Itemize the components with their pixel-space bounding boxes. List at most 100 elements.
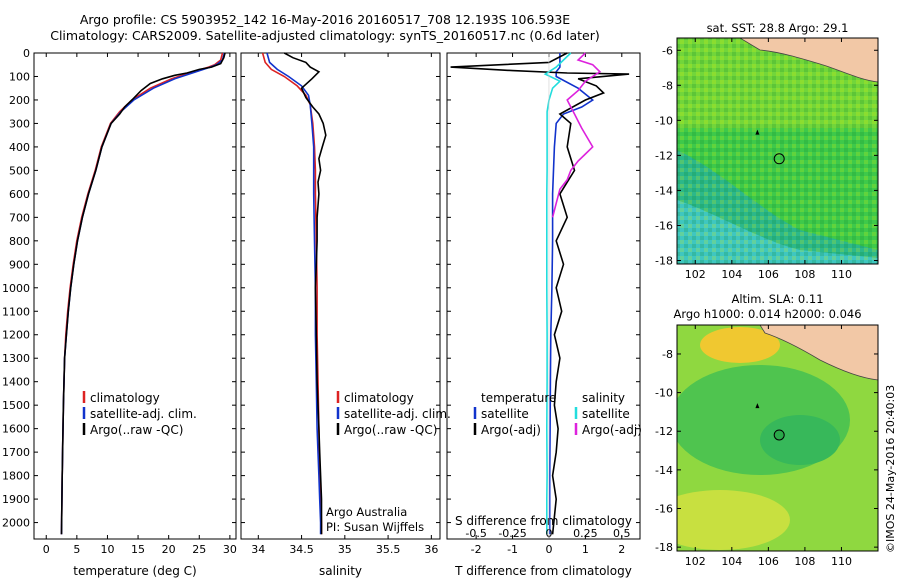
temperature-legend-entry: climatology	[90, 391, 160, 405]
temperature-ytick-label: 1900	[2, 493, 30, 506]
temperature-ytick-label: 1800	[2, 470, 30, 483]
sst-map-profile-marker	[773, 153, 785, 165]
temperature-ytick-label: 200	[9, 94, 30, 107]
difference-xlabel-top: S difference from climatology	[455, 514, 632, 528]
salinity-series-line	[283, 52, 327, 535]
sla-map-xtick-label: 110	[831, 555, 852, 568]
difference-xtick-label: -2	[471, 543, 482, 556]
salinity-xtick-label: 36	[424, 543, 438, 556]
sst-map-ytick-label: -14	[655, 184, 673, 197]
difference-xtick-top-label: 0.25	[573, 527, 598, 540]
sla-map-ytick-label: -10	[655, 387, 673, 400]
salinity-annotation: PI: Susan Wijffels	[326, 520, 424, 534]
temperature-xtick-label: 0	[43, 543, 50, 556]
sst-map-ytick-label: -12	[655, 149, 673, 162]
difference-xtick-top-label: -0.25	[498, 527, 526, 540]
difference-legend-entry: satellite	[582, 407, 630, 421]
temperature-ytick-label: 2000	[2, 517, 30, 530]
sla-map-ytick-label: -18	[655, 541, 673, 554]
sst-map-ytick-label: -6	[662, 44, 673, 57]
temperature-ytick-label: 1200	[2, 329, 30, 342]
temperature-ytick-label: 1600	[2, 423, 30, 436]
temperature-ytick-label: 1000	[2, 282, 30, 295]
temperature-ytick-label: 500	[9, 164, 30, 177]
sla-map-track-marker	[755, 403, 760, 409]
temperature-xtick-label: 25	[192, 543, 206, 556]
sst-map-ytick-label: -18	[655, 254, 673, 267]
sst-map-ytick-label: -10	[655, 114, 673, 127]
salinity-legend-entry: climatology	[344, 391, 414, 405]
sla-map-xtick-label: 106	[758, 555, 779, 568]
temperature-frame	[33, 52, 237, 540]
temperature-ytick-label: 1300	[2, 352, 30, 365]
sla-map-ytick-label: -12	[655, 425, 673, 438]
temperature-ytick-label: 1500	[2, 399, 30, 412]
sst-map-xtick-label: 108	[794, 268, 815, 281]
temperature-ytick-label: 0	[23, 47, 30, 60]
difference-xtick-label: 1	[582, 543, 589, 556]
difference-xtick-label: 2	[618, 543, 625, 556]
temperature-ytick-label: 300	[9, 117, 30, 130]
sla-map-xtick-label: 104	[721, 555, 742, 568]
charts-layer: 0 5 10 15 20 25 300100200300400500600700800900…	[2, 21, 879, 578]
difference-legend-entry: Argo(-adj)	[481, 423, 541, 437]
sst-map-xtick-label: 106	[758, 268, 779, 281]
salinity-series-line	[266, 52, 322, 535]
difference-legend-title: salinity	[582, 391, 625, 405]
difference-series-line	[543, 52, 572, 535]
sla-map-frame	[676, 324, 879, 552]
sla-map-ytick-label: -16	[655, 503, 673, 516]
temperature-xtick-label: 15	[131, 543, 145, 556]
sla-map-xtick-label: 102	[685, 555, 706, 568]
sst-map-frame	[676, 37, 879, 265]
temperature-ytick-label: 1100	[2, 305, 30, 318]
sst-map-ytick-label: -8	[662, 79, 673, 92]
salinity-xtick-label: 34.5	[289, 543, 314, 556]
sla-map-profile-marker	[773, 429, 785, 441]
difference-series-line	[450, 52, 630, 535]
salinity-frame	[240, 52, 441, 540]
salinity-xtick-label: 35.5	[376, 543, 401, 556]
temperature-series-line	[60, 52, 224, 535]
sla-map-title: Altim. SLA: 0.11	[731, 292, 823, 306]
sst-map-ytick-label: -16	[655, 219, 673, 232]
temperature-ytick-label: 700	[9, 211, 30, 224]
temperature-xtick-label: 5	[73, 543, 80, 556]
temperature-series-line	[60, 52, 226, 535]
temperature-ytick-label: 600	[9, 188, 30, 201]
header-line-1: Argo profile: CS 5903952_142 16-May-2016…	[80, 12, 570, 27]
temperature-xlabel: temperature (deg C)	[73, 564, 196, 578]
salinity-xlabel: salinity	[319, 564, 362, 578]
temperature-ytick-label: 100	[9, 70, 30, 83]
sla-map-ytick-label: -8	[662, 348, 673, 361]
salinity-xtick-label: 34	[251, 543, 265, 556]
salinity-annotation: Argo Australia	[326, 505, 407, 519]
difference-legend-entry: Argo(-adj)	[582, 423, 642, 437]
difference-xtick-label: 0	[545, 543, 552, 556]
credit-label: ©IMOS 24-May-2016 20:40:03	[884, 385, 897, 553]
difference-frame	[446, 52, 641, 540]
sst-map-xtick-label: 102	[685, 268, 706, 281]
difference-legend-entry: satellite	[481, 407, 529, 421]
salinity-xtick-label: 35	[338, 543, 352, 556]
temperature-ytick-label: 400	[9, 141, 30, 154]
temperature-legend-entry: satellite-adj. clim.	[90, 407, 197, 421]
sla-map-xtick-label: 108	[794, 555, 815, 568]
difference-xtick-top-label: -0.5	[465, 527, 486, 540]
sla-map-subtitle: Argo h1000: 0.014 h2000: 0.046	[673, 307, 861, 321]
header-line-2: Climatology: CARS2009. Satellite-adjuste…	[50, 28, 600, 43]
temperature-ytick-label: 900	[9, 258, 30, 271]
temperature-xtick-label: 10	[100, 543, 114, 556]
temperature-ytick-label: 800	[9, 235, 30, 248]
temperature-ytick-label: 1400	[2, 376, 30, 389]
difference-xlabel: T difference from climatology	[454, 564, 632, 578]
sst-map-title: sat. SST: 28.8 Argo: 29.1	[707, 21, 849, 35]
sla-map-image	[677, 325, 878, 551]
difference-xtick-label: -1	[507, 543, 518, 556]
difference-legend-title: temperature	[481, 391, 556, 405]
sst-map-track-marker	[755, 129, 760, 135]
sla-map-ytick-label: -14	[655, 464, 673, 477]
temperature-legend-entry: Argo(..raw -QC)	[90, 423, 183, 437]
salinity-legend-entry: satellite-adj. clim.	[344, 407, 451, 421]
